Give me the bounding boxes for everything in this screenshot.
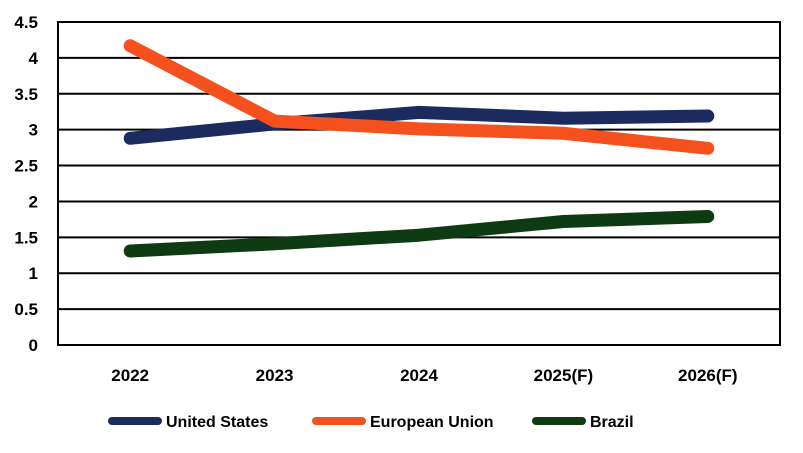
- data-point: [418, 234, 420, 236]
- y-tick-label: 3: [29, 121, 38, 140]
- data-point: [707, 147, 709, 149]
- y-tick-label: 2: [29, 192, 38, 211]
- y-tick-label: 4.5: [14, 13, 38, 32]
- y-tick-label: 0: [29, 336, 38, 355]
- legend: United States European Union Brazil: [108, 414, 634, 431]
- legend-label: European Union: [370, 414, 494, 431]
- data-point: [129, 137, 131, 139]
- y-tick-label: 3.5: [14, 85, 38, 104]
- data-point: [707, 216, 709, 218]
- y-tick-label: 0.5: [14, 300, 38, 319]
- data-point: [562, 117, 564, 119]
- data-point: [129, 45, 131, 47]
- y-tick-label: 4: [29, 49, 39, 68]
- y-tick-label: 1.5: [14, 228, 38, 247]
- data-point: [562, 221, 564, 223]
- x-axis-tick-labels: 2022 2023 2024 2025(F) 2026(F): [111, 366, 737, 385]
- x-tick-label: 2025(F): [534, 366, 594, 385]
- series-lines: [123, 39, 715, 258]
- data-point: [418, 111, 420, 113]
- legend-label: Brazil: [590, 414, 634, 431]
- y-axis-tick-labels: 0 0.5 1 1.5 2 2.5 3 3.5 4 4.5: [14, 13, 38, 355]
- data-point: [707, 115, 709, 117]
- x-tick-label: 2024: [400, 366, 438, 385]
- data-point: [274, 120, 276, 122]
- legend-label: United States: [166, 414, 268, 431]
- data-point: [418, 128, 420, 130]
- x-tick-label: 2026(F): [678, 366, 738, 385]
- data-point: [562, 132, 564, 134]
- data-point: [129, 250, 131, 252]
- data-point: [274, 243, 276, 245]
- x-tick-label: 2023: [256, 366, 294, 385]
- x-tick-label: 2022: [111, 366, 149, 385]
- y-tick-label: 2.5: [14, 157, 38, 176]
- y-tick-label: 1: [29, 264, 38, 283]
